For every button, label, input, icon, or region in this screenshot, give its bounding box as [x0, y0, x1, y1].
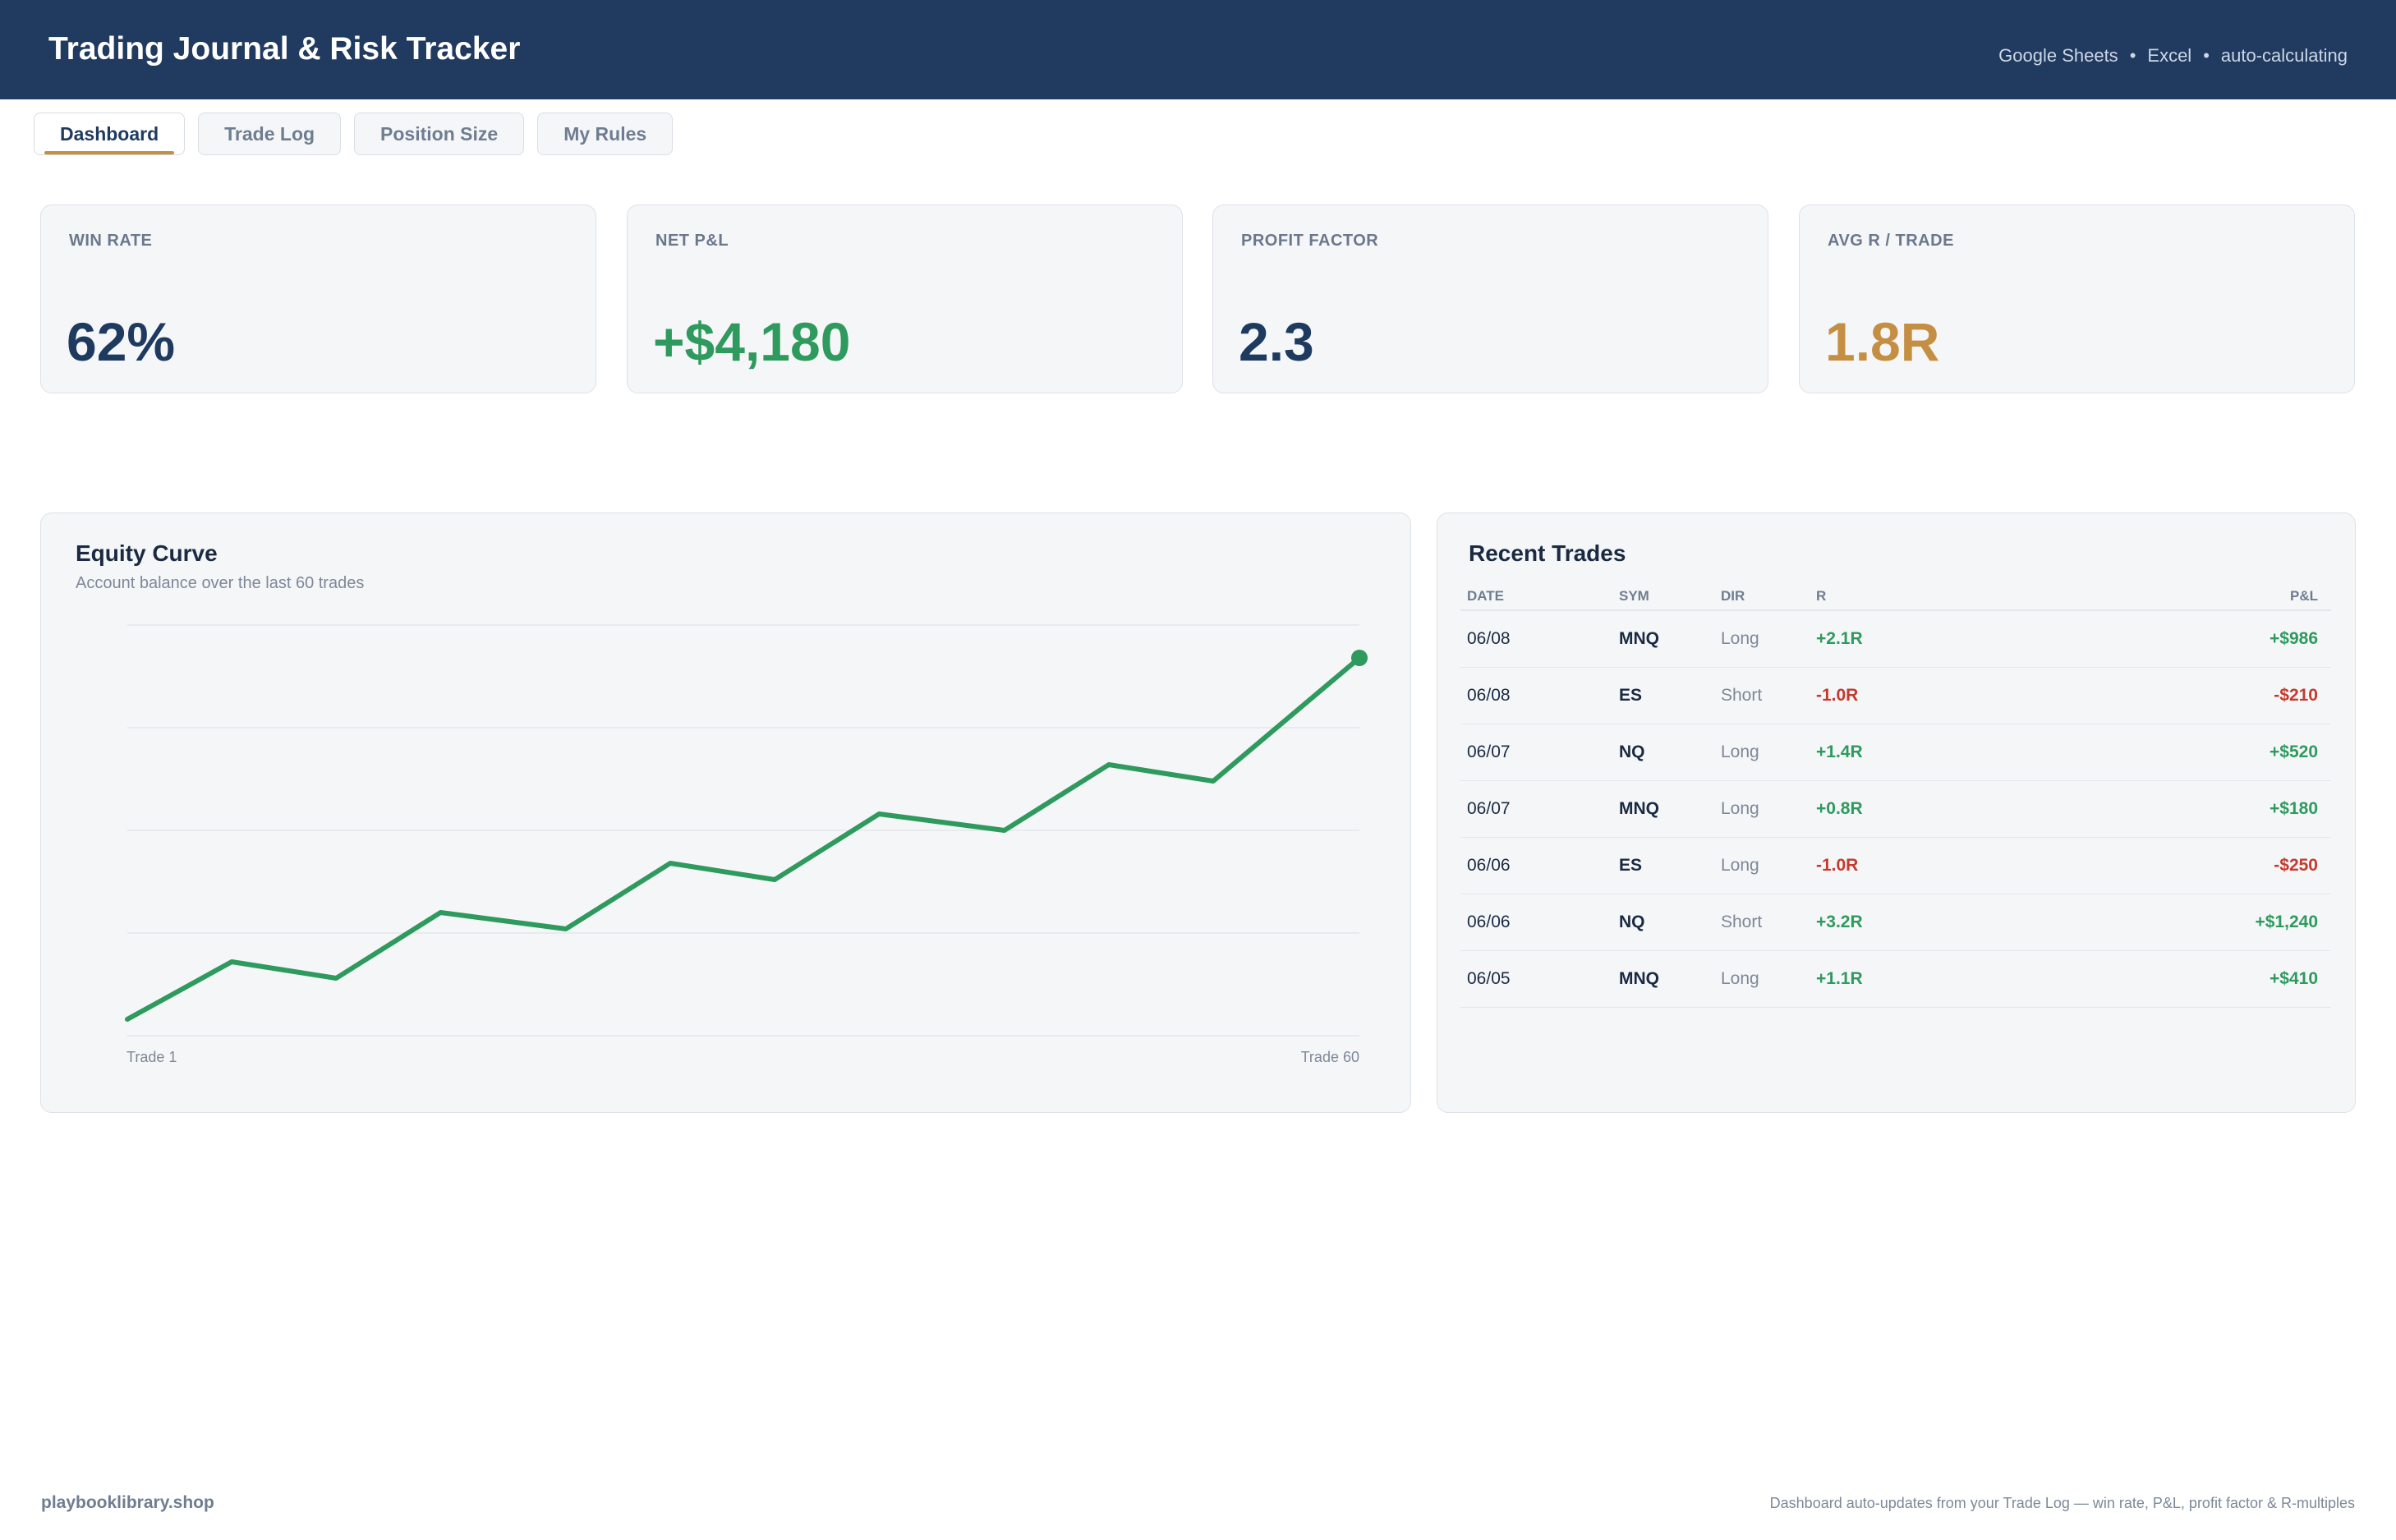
recent-trades-title: Recent Trades — [1469, 540, 1626, 566]
trade-pnl: +$986 — [2270, 629, 2318, 648]
x-axis-start-label: Trade 1 — [126, 1049, 177, 1065]
kpi-value: 1.8R — [1825, 311, 1940, 372]
kpi-label: NET P&L — [655, 232, 729, 250]
table-row: 06/08 MNQ Long +2.1R +$986 — [1460, 611, 2331, 668]
trade-date: 06/08 — [1467, 629, 1511, 648]
trade-symbol: MNQ — [1619, 799, 1659, 818]
kpi-card-net-pnl: NET P&L +$4,180 — [627, 205, 1183, 393]
tab-bar: Dashboard Trade Log Position Size My Rul… — [34, 113, 674, 157]
meta-separator: • — [2129, 45, 2136, 66]
trade-symbol: NQ — [1619, 742, 1645, 761]
recent-trades-table: DATE SYM DIR R P&L 06/08 MNQ Long +2.1R +$98… — [1460, 583, 2331, 1008]
equity-curve-title: Equity Curve — [76, 540, 218, 566]
trade-symbol: MNQ — [1619, 629, 1659, 648]
column-header-pl: P&L — [2290, 588, 2318, 604]
trade-r-multiple: +1.1R — [1816, 969, 1863, 988]
trade-date: 06/05 — [1467, 969, 1511, 988]
tab-position-size[interactable]: Position Size — [354, 113, 525, 155]
app-title: Trading Journal & Risk Tracker — [48, 31, 521, 67]
trade-date: 06/08 — [1467, 686, 1511, 705]
trade-date: 06/07 — [1467, 742, 1511, 761]
equity-curve-subtitle: Account balance over the last 60 trades — [76, 574, 365, 592]
tab-dashboard[interactable]: Dashboard — [34, 113, 186, 155]
trade-r-multiple: +1.4R — [1816, 742, 1863, 761]
table-row: 06/08 ES Short -1.0R -$210 — [1460, 668, 2331, 724]
trade-direction: Long — [1721, 856, 1759, 875]
equity-curve-panel: Equity Curve Account balance over the la… — [40, 513, 1411, 1113]
x-axis-end-label: Trade 60 — [1300, 1049, 1359, 1065]
trade-pnl: +$410 — [2270, 969, 2318, 988]
recent-trades-panel: Recent Trades DATE SYM DIR R P&L 06/08 MN… — [1437, 513, 2356, 1113]
app-header: Trading Journal & Risk Tracker Google Sh… — [0, 0, 2396, 99]
table-row: 06/06 ES Long -1.0R -$250 — [1460, 838, 2331, 894]
table-row: 06/07 NQ Long +1.4R +$520 — [1460, 724, 2331, 781]
trade-direction: Long — [1721, 742, 1759, 761]
trade-direction: Short — [1721, 686, 1763, 705]
trade-r-multiple: +2.1R — [1816, 629, 1863, 648]
kpi-label: AVG R / TRADE — [1828, 232, 1954, 250]
trade-r-multiple: -1.0R — [1816, 856, 1859, 875]
kpi-value: 2.3 — [1239, 311, 1314, 372]
meta-excel: Excel — [2147, 45, 2192, 66]
trade-symbol: NQ — [1619, 913, 1645, 931]
kpi-label: WIN RATE — [69, 232, 153, 250]
equity-curve-chart — [125, 624, 1368, 1037]
trade-r-multiple: +3.2R — [1816, 913, 1863, 931]
kpi-card-avg-r: AVG R / TRADE 1.8R — [1799, 205, 2355, 393]
tab-trade-log[interactable]: Trade Log — [198, 113, 342, 155]
trade-pnl: -$210 — [2274, 686, 2318, 705]
trade-pnl: +$520 — [2270, 742, 2318, 761]
trade-date: 06/06 — [1467, 856, 1511, 875]
trade-direction: Long — [1721, 629, 1759, 648]
trade-date: 06/06 — [1467, 913, 1511, 931]
footer-site: playbooklibrary.shop — [41, 1493, 214, 1512]
footer-note: Dashboard auto-updates from your Trade L… — [1769, 1495, 2355, 1511]
table-header: DATE SYM DIR R P&L — [1460, 583, 2331, 611]
trade-direction: Long — [1721, 969, 1759, 988]
column-header-r: R — [1816, 588, 1827, 604]
meta-google-sheets: Google Sheets — [1998, 45, 2118, 66]
kpi-card-profit-factor: PROFIT FACTOR 2.3 — [1212, 205, 1768, 393]
table-row: 06/06 NQ Short +3.2R +$1,240 — [1460, 894, 2331, 951]
trade-symbol: ES — [1619, 686, 1643, 705]
trade-pnl: -$250 — [2274, 856, 2318, 875]
trade-pnl: +$180 — [2270, 799, 2318, 818]
trade-r-multiple: +0.8R — [1816, 799, 1863, 818]
kpi-value: +$4,180 — [653, 311, 851, 372]
trade-symbol: ES — [1619, 856, 1643, 875]
header-meta: Google Sheets • Excel • auto-calculating — [1998, 45, 2348, 67]
kpi-card-win-rate: WIN RATE 62% — [40, 205, 596, 393]
table-row: 06/07 MNQ Long +0.8R +$180 — [1460, 781, 2331, 838]
trade-direction: Long — [1721, 799, 1759, 818]
meta-separator: • — [2203, 45, 2210, 66]
trade-direction: Short — [1721, 913, 1763, 931]
trade-pnl: +$1,240 — [2255, 913, 2319, 931]
table-row: 06/05 MNQ Long +1.1R +$410 — [1460, 951, 2331, 1008]
table-body: 06/08 MNQ Long +2.1R +$986 06/08 ES Short -1.0R -… — [1460, 611, 2331, 1008]
trade-date: 06/07 — [1467, 799, 1511, 818]
tab-my-rules[interactable]: My Rules — [537, 113, 674, 155]
trade-r-multiple: -1.0R — [1816, 686, 1859, 705]
trade-symbol: MNQ — [1619, 969, 1659, 988]
kpi-value: 62% — [67, 311, 176, 372]
equity-end-point — [1351, 650, 1368, 666]
column-header-dir: DIR — [1721, 588, 1745, 604]
column-header-date: DATE — [1467, 588, 1505, 604]
column-header-sym: SYM — [1619, 588, 1649, 604]
meta-auto-calculating: auto-calculating — [2220, 45, 2348, 66]
kpi-label: PROFIT FACTOR — [1241, 232, 1379, 250]
equity-series-line — [125, 655, 1362, 1022]
